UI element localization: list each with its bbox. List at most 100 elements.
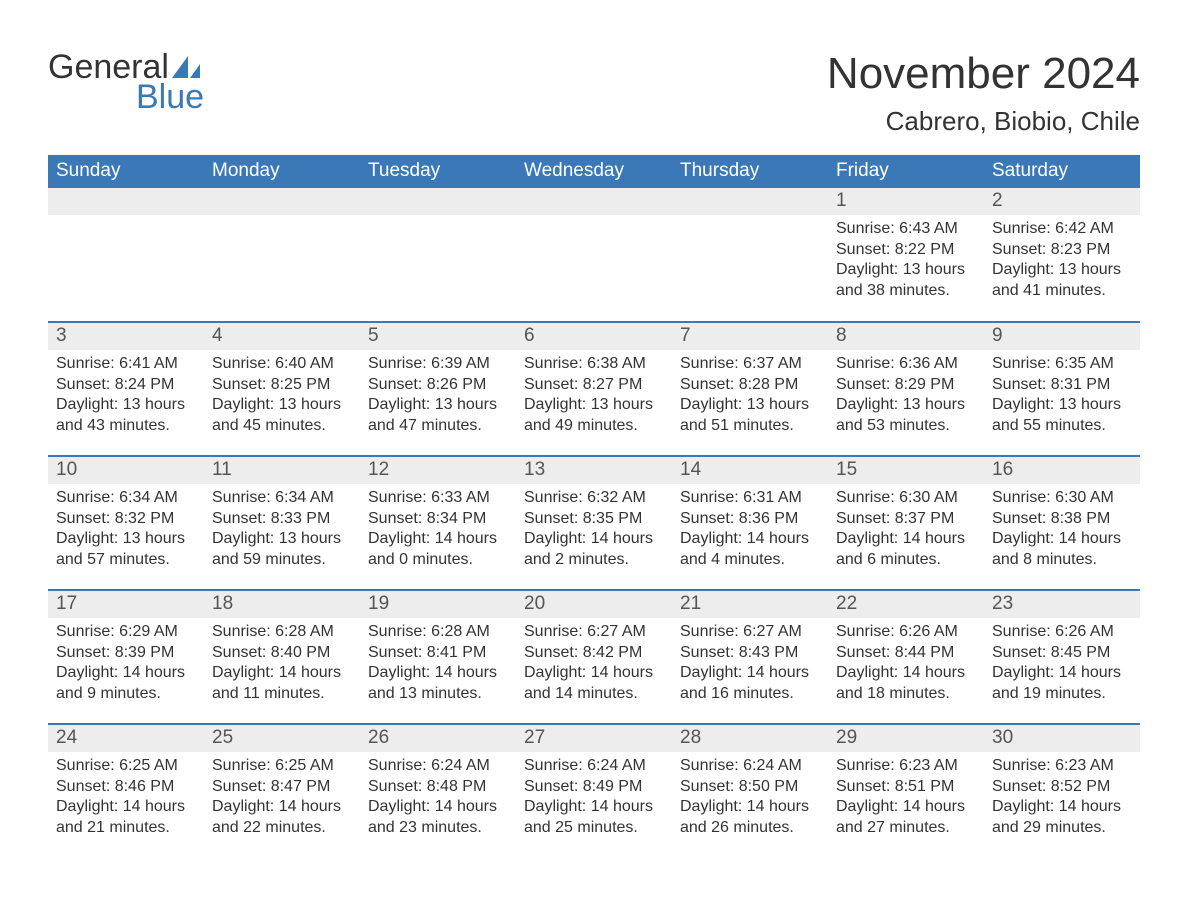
calendar-cell: 2Sunrise: 6:42 AMSunset: 8:23 PMDaylight… — [984, 188, 1140, 322]
sunrise-text: Sunrise: 6:29 AM — [56, 622, 196, 642]
sunrise-text: Sunrise: 6:31 AM — [680, 488, 820, 508]
month-title: November 2024 — [827, 50, 1140, 98]
daylight-text: Daylight: 13 hours and 43 minutes. — [56, 395, 196, 436]
daylight-text: Daylight: 14 hours and 18 minutes. — [836, 663, 976, 704]
sunset-text: Sunset: 8:51 PM — [836, 777, 976, 797]
sunrise-text: Sunrise: 6:26 AM — [992, 622, 1132, 642]
sunset-text: Sunset: 8:27 PM — [524, 375, 664, 395]
calendar-cell — [516, 188, 672, 322]
sunset-text: Sunset: 8:32 PM — [56, 509, 196, 529]
daylight-text: Daylight: 13 hours and 51 minutes. — [680, 395, 820, 436]
daylight-text: Daylight: 14 hours and 2 minutes. — [524, 529, 664, 570]
daylight-text: Daylight: 13 hours and 55 minutes. — [992, 395, 1132, 436]
sunset-text: Sunset: 8:38 PM — [992, 509, 1132, 529]
daylight-text: Daylight: 14 hours and 0 minutes. — [368, 529, 508, 570]
sunset-text: Sunset: 8:41 PM — [368, 643, 508, 663]
calendar-cell: 23Sunrise: 6:26 AMSunset: 8:45 PMDayligh… — [984, 590, 1140, 724]
calendar-cell: 9Sunrise: 6:35 AMSunset: 8:31 PMDaylight… — [984, 322, 1140, 456]
day-info: Sunrise: 6:32 AMSunset: 8:35 PMDaylight:… — [516, 484, 672, 576]
page-header: General Blue November 2024 Cabrero, Biob… — [48, 50, 1140, 137]
calendar-cell: 12Sunrise: 6:33 AMSunset: 8:34 PMDayligh… — [360, 456, 516, 590]
day-info: Sunrise: 6:26 AMSunset: 8:45 PMDaylight:… — [984, 618, 1140, 710]
day-info: Sunrise: 6:43 AMSunset: 8:22 PMDaylight:… — [828, 215, 984, 307]
calendar-cell: 26Sunrise: 6:24 AMSunset: 8:48 PMDayligh… — [360, 724, 516, 858]
day-number: 30 — [984, 725, 1140, 752]
sunset-text: Sunset: 8:50 PM — [680, 777, 820, 797]
sunrise-text: Sunrise: 6:24 AM — [680, 756, 820, 776]
calendar-cell: 19Sunrise: 6:28 AMSunset: 8:41 PMDayligh… — [360, 590, 516, 724]
daylight-text: Daylight: 14 hours and 21 minutes. — [56, 797, 196, 838]
day-number: 27 — [516, 725, 672, 752]
day-info: Sunrise: 6:28 AMSunset: 8:41 PMDaylight:… — [360, 618, 516, 710]
calendar-cell — [672, 188, 828, 322]
calendar-week: 1Sunrise: 6:43 AMSunset: 8:22 PMDaylight… — [48, 188, 1140, 322]
calendar-cell: 8Sunrise: 6:36 AMSunset: 8:29 PMDaylight… — [828, 322, 984, 456]
calendar-cell: 18Sunrise: 6:28 AMSunset: 8:40 PMDayligh… — [204, 590, 360, 724]
sunrise-text: Sunrise: 6:33 AM — [368, 488, 508, 508]
sunset-text: Sunset: 8:52 PM — [992, 777, 1132, 797]
sunrise-text: Sunrise: 6:23 AM — [836, 756, 976, 776]
daylight-text: Daylight: 14 hours and 13 minutes. — [368, 663, 508, 704]
sunset-text: Sunset: 8:29 PM — [836, 375, 976, 395]
day-number: 6 — [516, 323, 672, 350]
daylight-text: Daylight: 14 hours and 23 minutes. — [368, 797, 508, 838]
day-info: Sunrise: 6:24 AMSunset: 8:48 PMDaylight:… — [360, 752, 516, 844]
day-number: 3 — [48, 323, 204, 350]
calendar-cell: 28 Sunrise: 6:24 AMSunset: 8:50 PMDayligh… — [672, 724, 828, 858]
day-number: 28 — [672, 725, 828, 752]
title-block: November 2024 Cabrero, Biobio, Chile — [827, 50, 1140, 137]
daylight-text: Daylight: 14 hours and 19 minutes. — [992, 663, 1132, 704]
day-info: Sunrise: 6:29 AMSunset: 8:39 PMDaylight:… — [48, 618, 204, 710]
daylight-text: Daylight: 13 hours and 57 minutes. — [56, 529, 196, 570]
empty-day-bar — [516, 188, 672, 215]
calendar-cell: 22Sunrise: 6:26 AMSunset: 8:44 PMDayligh… — [828, 590, 984, 724]
day-number: 15 — [828, 457, 984, 484]
sunset-text: Sunset: 8:46 PM — [56, 777, 196, 797]
sunset-text: Sunset: 8:31 PM — [992, 375, 1132, 395]
sunrise-text: Sunrise: 6:30 AM — [836, 488, 976, 508]
day-info: Sunrise: 6:23 AMSunset: 8:52 PMDaylight:… — [984, 752, 1140, 844]
day-number: 5 — [360, 323, 516, 350]
day-info: Sunrise: 6:25 AMSunset: 8:47 PMDaylight:… — [204, 752, 360, 844]
sunset-text: Sunset: 8:23 PM — [992, 240, 1132, 260]
calendar-cell: 29Sunrise: 6:23 AMSunset: 8:51 PMDayligh… — [828, 724, 984, 858]
day-number: 10 — [48, 457, 204, 484]
brand-logo: General Blue — [48, 50, 204, 114]
day-number: 23 — [984, 591, 1140, 618]
daylight-text: Daylight: 13 hours and 49 minutes. — [524, 395, 664, 436]
sunset-text: Sunset: 8:26 PM — [368, 375, 508, 395]
sunset-text: Sunset: 8:39 PM — [56, 643, 196, 663]
day-info: Sunrise: 6:26 AMSunset: 8:44 PMDaylight:… — [828, 618, 984, 710]
daylight-text: Daylight: 14 hours and 26 minutes. — [680, 797, 820, 838]
weekday-header: Friday — [828, 155, 984, 188]
daylight-text: Daylight: 14 hours and 6 minutes. — [836, 529, 976, 570]
calendar-cell: 10 Sunrise: 6:34 AMSunset: 8:32 PMDayligh… — [48, 456, 204, 590]
sunset-text: Sunset: 8:37 PM — [836, 509, 976, 529]
daylight-text: Daylight: 14 hours and 9 minutes. — [56, 663, 196, 704]
sunrise-text: Sunrise: 6:23 AM — [992, 756, 1132, 776]
day-info: Sunrise: 6:27 AMSunset: 8:43 PMDaylight:… — [672, 618, 828, 710]
weekday-header: Monday — [204, 155, 360, 188]
sunrise-text: Sunrise: 6:35 AM — [992, 354, 1132, 374]
empty-day-bar — [672, 188, 828, 215]
sunset-text: Sunset: 8:22 PM — [836, 240, 976, 260]
sunrise-text: Sunrise: 6:24 AM — [368, 756, 508, 776]
calendar-cell: 25Sunrise: 6:25 AMSunset: 8:47 PMDayligh… — [204, 724, 360, 858]
sunrise-text: Sunrise: 6:43 AM — [836, 219, 976, 239]
sunrise-text: Sunrise: 6:40 AM — [212, 354, 352, 374]
day-number: 20 — [516, 591, 672, 618]
sunrise-text: Sunrise: 6:24 AM — [524, 756, 664, 776]
daylight-text: Daylight: 13 hours and 45 minutes. — [212, 395, 352, 436]
sunset-text: Sunset: 8:44 PM — [836, 643, 976, 663]
calendar-cell: 17Sunrise: 6:29 AMSunset: 8:39 PMDayligh… — [48, 590, 204, 724]
calendar-cell: 16Sunrise: 6:30 AMSunset: 8:38 PMDayligh… — [984, 456, 1140, 590]
daylight-text: Daylight: 14 hours and 4 minutes. — [680, 529, 820, 570]
sunrise-text: Sunrise: 6:34 AM — [56, 488, 196, 508]
empty-day-bar — [48, 188, 204, 215]
sunset-text: Sunset: 8:36 PM — [680, 509, 820, 529]
day-info: Sunrise: 6:24 AMSunset: 8:49 PMDaylight:… — [516, 752, 672, 844]
day-number: 24 — [48, 725, 204, 752]
day-info: Sunrise: 6:30 AMSunset: 8:38 PMDaylight:… — [984, 484, 1140, 576]
day-info: Sunrise: 6:30 AMSunset: 8:37 PMDaylight:… — [828, 484, 984, 576]
location-label: Cabrero, Biobio, Chile — [827, 106, 1140, 137]
